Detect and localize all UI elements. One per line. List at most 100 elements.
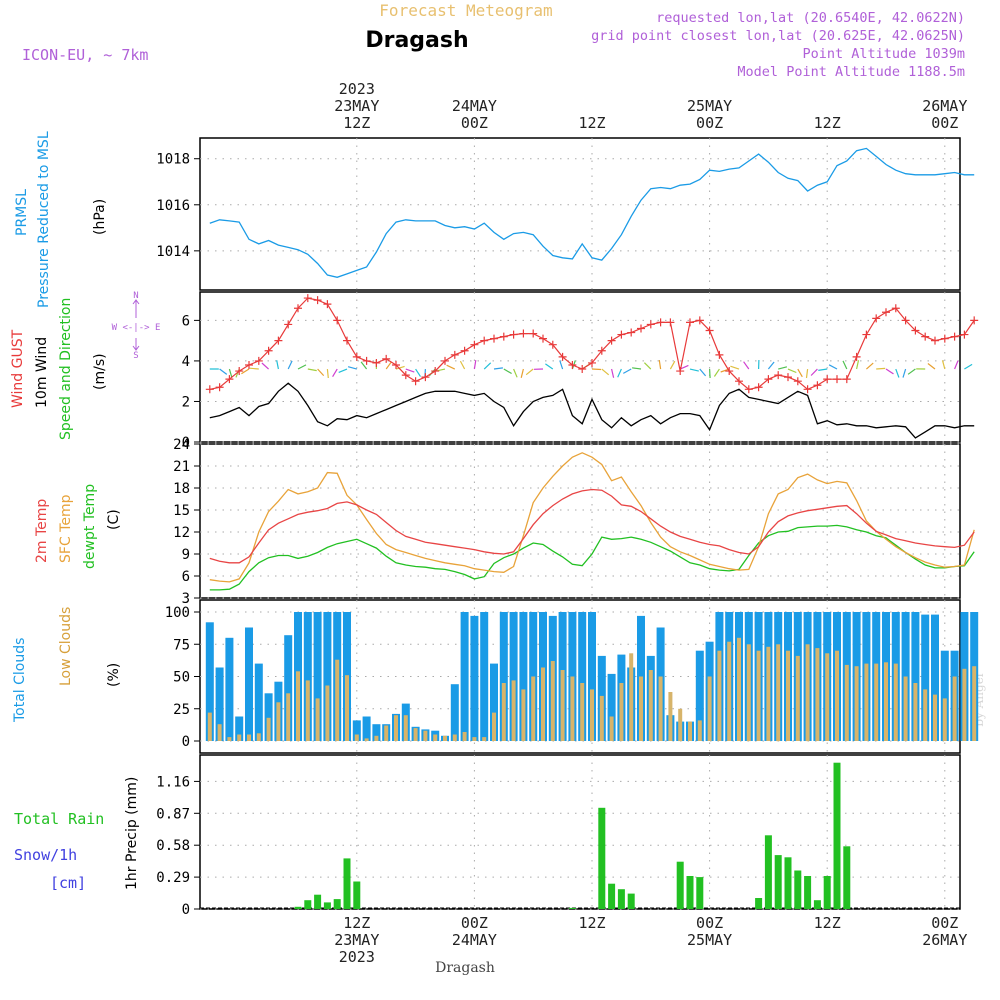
low-cloud-bar: [864, 663, 869, 741]
wind-gust-marker: [558, 352, 567, 361]
precip-panel: 0 0.29 0.58 0.87 1.16: [156, 754, 961, 918]
wind-direction-arrow: [954, 360, 959, 370]
time-label: 12Z: [814, 914, 841, 932]
header-point-altitude: Point Altitude 1039m: [802, 46, 965, 62]
header-grid-point: grid point closest lon,lat (20.625E, 42.…: [591, 28, 965, 44]
low-cloud-bar: [619, 683, 624, 741]
total-cloud-bar: [303, 612, 312, 741]
total-cloud-bar: [225, 637, 234, 741]
wind-direction-arrow: [360, 361, 368, 370]
rain-bar: [813, 900, 821, 909]
low-cloud-bar: [237, 734, 242, 741]
wind-direction-arrow: [326, 368, 329, 379]
wind-direction-arrow: [658, 360, 662, 370]
low-cloud-bar: [795, 655, 800, 741]
wind-direction-arrow: [964, 363, 973, 370]
wind-direction-arrow: [446, 364, 456, 370]
low-cloud-bar: [668, 692, 673, 741]
wind-direction-arrow: [219, 368, 228, 375]
wind-direction-arrow: [941, 360, 946, 370]
wind-direction-arrow: [632, 367, 642, 370]
total-cloud-bar: [509, 612, 518, 741]
wind-gust-marker: [931, 336, 939, 345]
wind-direction-arrow: [669, 360, 676, 370]
time-label: 12Z: [343, 914, 370, 932]
low-cloud-bar: [511, 680, 516, 741]
y-tick-label: 12: [173, 525, 190, 541]
time-label: 26MAY: [922, 97, 967, 115]
low-cloud-bar: [531, 676, 536, 741]
wind-gust-marker: [911, 326, 920, 335]
total-cloud-bar: [245, 627, 253, 741]
total-cloud-bar: [313, 612, 322, 741]
low-cloud-bar: [413, 728, 418, 741]
time-label: 23MAY: [334, 931, 379, 949]
rain-bar: [676, 861, 684, 909]
compass-north: N: [133, 291, 138, 301]
low-cloud-bar: [678, 708, 683, 742]
wind-direction-arrow: [895, 368, 900, 378]
rain-bar: [696, 877, 704, 909]
y-tick-label: 1018: [156, 152, 190, 168]
total-cloud-bar: [470, 615, 479, 741]
low-cloud-bar: [903, 676, 908, 741]
wind-gust-marker: [656, 318, 665, 327]
time-label: 00Z: [461, 914, 488, 932]
wind-gust-marker: [950, 332, 959, 341]
wind-gust-marker: [754, 383, 763, 392]
wind-direction-arrow: [297, 364, 307, 370]
wind-gust-marker: [735, 377, 743, 386]
low-cloud-bar: [884, 662, 888, 741]
wind-direction-arrow: [249, 367, 259, 370]
low-cloud-bar: [609, 716, 614, 741]
wind-gust-marker: [607, 336, 616, 345]
y-tick-label: 18: [173, 481, 190, 497]
time-label: 00Z: [696, 914, 723, 932]
total-cloud-bar: [323, 612, 332, 741]
wind-direction-arrow: [473, 360, 477, 370]
time-label: 00Z: [461, 114, 488, 132]
wind-gust-marker: [646, 320, 655, 329]
wind-gust-marker: [970, 316, 979, 325]
wind-gust-marker: [421, 373, 430, 382]
wind-direction-arrow: [743, 361, 750, 370]
low-cloud-bar: [345, 675, 349, 741]
time-label: 2023: [339, 948, 375, 966]
wind-gust-marker: [264, 346, 273, 355]
wind-gust-marker: [715, 350, 724, 359]
wind-direction-arrow: [261, 362, 270, 370]
low-cloud-bar: [580, 683, 585, 741]
wind-direction-arrow: [415, 368, 422, 377]
wind-direction-arrow: [927, 363, 936, 370]
cloud-total-label: Total Clouds: [12, 638, 28, 723]
time-label: 00Z: [931, 914, 958, 932]
wind-speed-line: [209, 382, 975, 439]
wind-direction-arrow: [493, 367, 503, 370]
total-cloud-bar: [450, 684, 459, 741]
low-cloud-bar: [521, 689, 526, 741]
low-cloud-bar: [433, 734, 438, 741]
y-tick-label: 2: [182, 394, 190, 410]
total-cloud-bar: [235, 716, 244, 741]
wind-gust-marker: [470, 340, 479, 349]
low-cloud-bar: [746, 644, 751, 742]
wind-compass: N W <-|-> E S: [112, 291, 161, 361]
wind-direction-arrow: [810, 368, 818, 376]
wind-gust-marker: [686, 318, 694, 327]
rain-bar: [764, 835, 772, 909]
low-cloud-bar: [707, 676, 712, 741]
wind-direction-arrow: [287, 360, 293, 370]
temp-dewpt-label: dewpt Temp: [82, 484, 98, 569]
low-cloud-bar: [874, 663, 879, 741]
wind-gust-marker: [617, 330, 626, 339]
low-cloud-bar: [933, 694, 937, 741]
wind-gust-marker: [284, 320, 293, 329]
wind-gust-marker: [441, 356, 449, 365]
wind-gust-marker: [215, 383, 224, 392]
wind-gust-marker: [921, 332, 930, 341]
wind-gust-marker: [823, 375, 832, 384]
low-cloud-bar: [717, 650, 722, 741]
wind-direction-arrow: [643, 362, 652, 370]
wind-direction-arrow: [907, 368, 916, 375]
wind-direction-arrow: [525, 368, 534, 376]
